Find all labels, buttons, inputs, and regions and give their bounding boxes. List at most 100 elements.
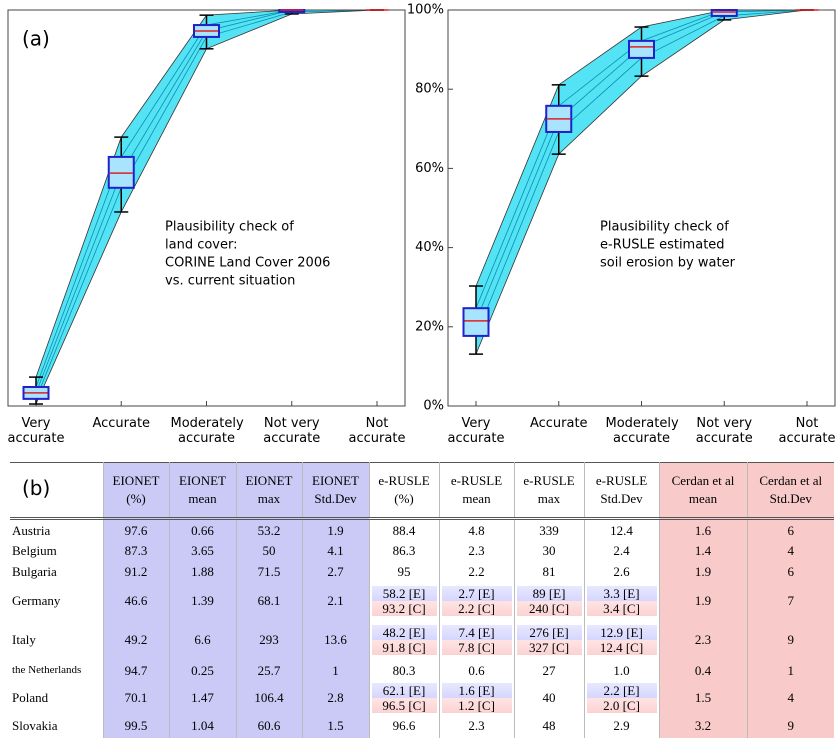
low-line [35,9,378,405]
header-cell: Cerdan et al Std.Dev [746,462,834,520]
table-cell: 91.2 [102,560,169,582]
header-text: mean [688,491,718,506]
table-cell: 4 [746,681,834,714]
annotation: Plausibility check of [165,220,294,235]
table-cell: 6 [746,560,834,582]
box [107,155,135,189]
x-tick-label: Not very accurate [695,416,753,446]
table-cell: 293 [235,619,302,660]
table-cell: 1.6 [E] 1.2 [C] [438,681,514,714]
header-cell: Cerdan et al mean [658,462,747,520]
table-cell: 0.66 [168,518,236,541]
header-text: e-RUSLE [595,473,648,488]
table-cell: 60.6 [235,713,302,738]
table-cell: 4.1 [301,540,369,561]
annotation: CORINE Land Cover 2006 [165,256,330,271]
table-cell: 80.3 [368,659,439,682]
table-cell: 106.4 [235,681,302,714]
table-cell: 1.47 [168,681,236,714]
cell-text: 91.8 [C] [371,639,437,655]
header-text: Std.Dev [769,491,812,506]
header-text: EIONET [179,473,226,488]
cell-text: 93.2 [C] [371,600,437,616]
table-cell: 7 [746,581,834,620]
row-header: Italy [12,632,36,647]
high-line [35,9,377,378]
cell-text: 48.2 [E] [371,624,437,640]
panel-label: (a) [22,27,50,51]
annotation: Plausibility check of [600,220,729,235]
cell-text: 276 [E] [516,624,582,640]
table-row: the Netherlands 94.7 0.25 25.7 1 80.3 0.6 27 1.0… [10,659,834,682]
box-charts: Plausibility check of land cover: CORINE L… [7,3,836,414]
table-cell: 1.0 [583,659,659,682]
header-text: EIONET [112,473,160,488]
cell-text: 327 [C] [516,639,582,655]
table-cell: 9 [746,713,834,738]
header-cell: EIONET max [235,462,302,520]
header-text: e-RUSLE [378,473,430,488]
table-cell: 2.7 [E] 2.2 [C] [438,581,514,620]
table-cell: 53.2 [235,518,302,541]
header-text: mean [188,491,217,506]
table-cell: 12.9 [E] 12.4 [C] [583,619,659,660]
cell-text: 2.0 [C] [586,697,657,713]
table-cell: 6 [746,518,834,541]
table-cell: 87.3 [102,540,169,561]
header-text [12,472,101,490]
spread-area [36,10,377,405]
cell-text: 12.4 [C] [586,639,657,655]
x-tick-label: Not very accurate [263,416,321,446]
table-cell: 2.1 [301,581,369,620]
table-row: Slovakia 99.5 1.04 60.6 1.5 96.6 2.3 48 2.9 3.2 9 [10,713,834,738]
cell-text: 1.6 [E] [441,682,512,698]
table-cell: 2.2 [438,560,514,582]
table-cell: 25.7 [235,659,302,682]
header-cell: e-RUSLE mean [438,462,514,520]
cell-text: 12.9 [E] [586,624,657,640]
table-cell: 2.4 [583,540,659,561]
box [710,9,738,17]
table-cell: 68.1 [235,581,302,620]
row-header: Belgium [12,543,57,558]
q1-line [35,9,378,400]
table-cell: 50 [235,540,302,561]
table-cell: 7.4 [E] 7.8 [C] [438,619,514,660]
x-tick-label: Accurate [92,416,151,431]
cell-text: 2.7 [E] [441,585,512,601]
table-cell: 6.6 [168,619,236,660]
table-cell: 339 [513,518,584,541]
header-text: e-RUSLE [523,473,575,488]
table-cell: 62.1 [E] 96.5 [C] [368,681,439,714]
table-cell: 30 [513,540,584,561]
x-tick-label: Very accurate [7,416,65,446]
table-cell: 9 [746,619,834,660]
header-text: EIONET [245,473,293,488]
header-text: Std.Dev [600,491,643,506]
box [462,307,490,337]
y-tick-label: 60% [415,161,444,176]
table-cell: 81 [513,560,584,582]
cell-text: 240 [C] [516,600,582,616]
table-cell: 2.3 [438,713,514,738]
table-cell: 27 [513,659,584,682]
row-header: Slovakia [12,718,58,733]
table-cell: 58.2 [E] 93.2 [C] [368,581,439,620]
header-text: mean [462,491,491,506]
header-row: EIONET (%) EIONET mean EIONET max EIONET Std.De… [10,462,834,520]
table-cell: 12.4 [583,518,659,541]
header-text: max [537,491,561,506]
table-cell: 95 [368,560,439,582]
table-row: Bulgaria 91.2 1.88 71.5 2.7 95 2.2 81 2.6 1.9 6 [10,560,834,582]
cell-text: 62.1 [E] [371,682,437,698]
y-tick-label: 20% [415,319,444,334]
row-header: Austria [12,522,51,538]
table-cell: 70.1 [102,681,169,714]
table-cell: 2.3 [658,619,747,660]
table-cell: 94.7 [102,659,169,682]
y-tick-label: 80% [415,82,444,97]
table-cell: 71.5 [235,560,302,582]
median-line [35,9,377,394]
table-cell: 1.9 [301,518,369,541]
